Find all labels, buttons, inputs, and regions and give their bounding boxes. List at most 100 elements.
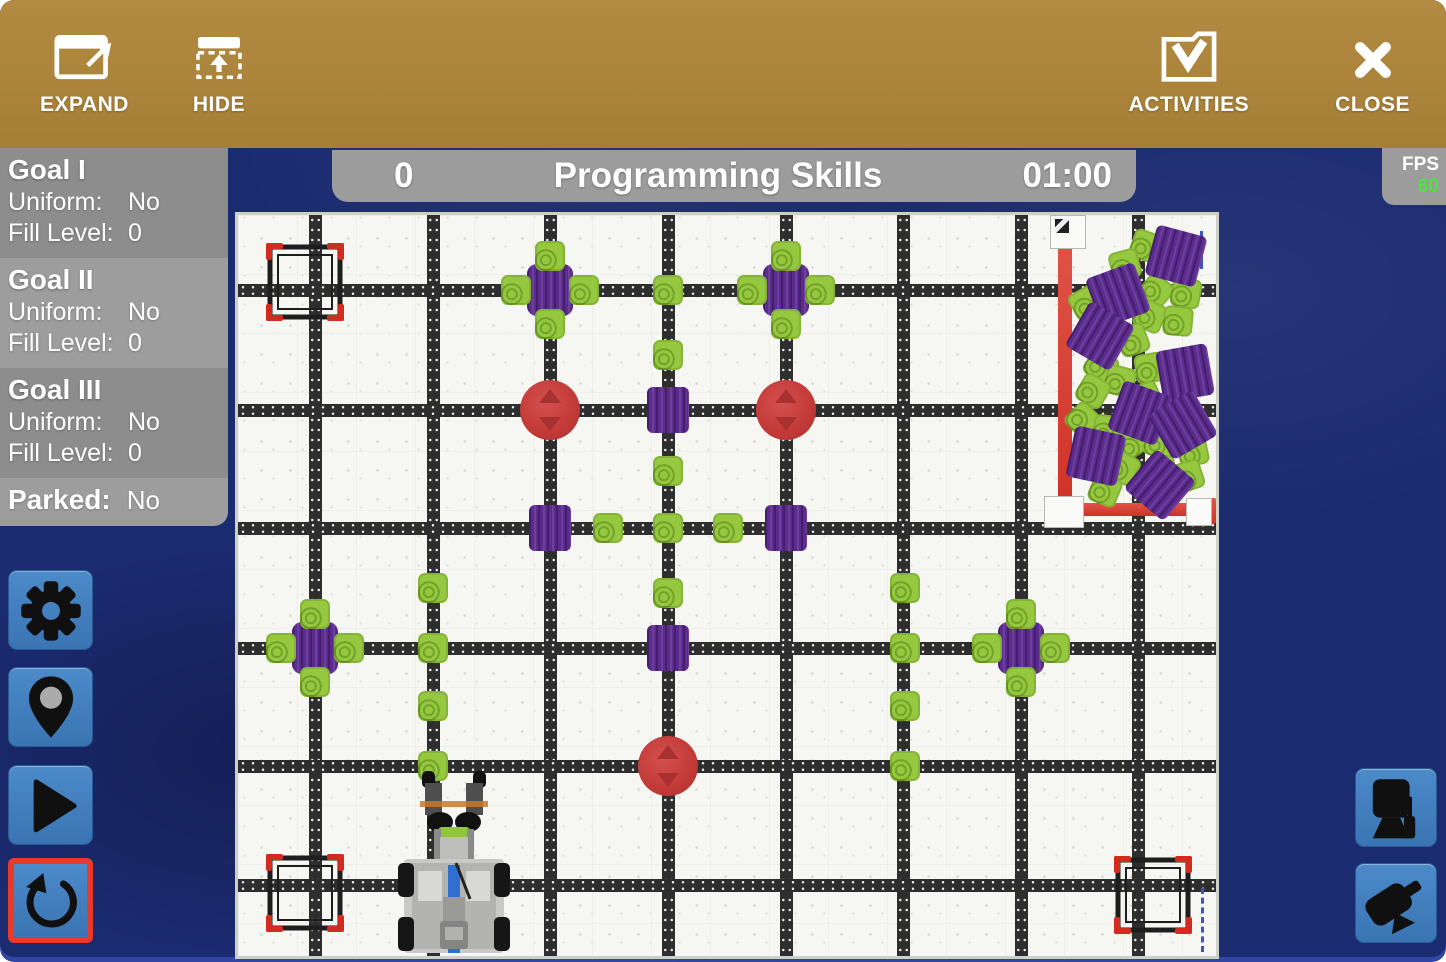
blue-field-mark	[1201, 888, 1207, 952]
boundary-connector	[1050, 215, 1086, 249]
hub-green-block	[535, 241, 565, 271]
red-ball	[638, 736, 698, 796]
camera-stand-icon	[1372, 778, 1416, 838]
gear-icon	[20, 581, 81, 641]
green-block	[713, 513, 743, 543]
goal-structure	[264, 241, 346, 323]
fps-value: 60	[1417, 175, 1439, 197]
field	[235, 212, 1219, 959]
expand-button[interactable]: EXPAND	[40, 31, 129, 117]
reset-button[interactable]	[8, 858, 93, 943]
play-icon	[33, 779, 77, 833]
green-block	[593, 513, 623, 543]
field-beam-horizontal	[238, 404, 1216, 417]
goal-status-panel: Goal I Uniform: No Fill Level: 0 Goal II…	[0, 148, 228, 526]
activities-icon	[1158, 31, 1220, 83]
score-value: 0	[394, 156, 414, 195]
green-block	[653, 456, 683, 486]
robot-top-view	[398, 771, 510, 953]
red-ball	[520, 380, 580, 440]
fill-level-label: Fill Level:	[8, 219, 114, 247]
field-beam-horizontal	[238, 760, 1216, 773]
goal-1-panel: Goal I Uniform: No Fill Level: 0	[0, 148, 228, 258]
field-beam-vertical	[309, 215, 322, 956]
purple-block	[647, 625, 689, 671]
hub-green-block	[300, 667, 330, 697]
hub-green-block	[501, 275, 531, 305]
reset-icon	[25, 872, 77, 927]
hide-button[interactable]: HIDE	[191, 31, 247, 117]
hub-green-block	[266, 633, 296, 663]
goal-3-uniform-value: No	[128, 408, 160, 436]
hub-purple-block	[527, 264, 573, 316]
goal-3-title: Goal III	[8, 374, 102, 405]
parked-panel: Parked: No	[0, 478, 228, 526]
red-boundary-beam	[1064, 503, 1200, 516]
hub-green-block	[1006, 667, 1036, 697]
activities-label: ACTIVITIES	[1128, 93, 1250, 116]
goal-1-title: Goal I	[8, 154, 86, 185]
fps-label: FPS	[1402, 154, 1439, 175]
purple-block	[765, 505, 807, 551]
hub-purple-block	[763, 264, 809, 316]
parked-value: No	[126, 485, 160, 515]
parked-label: Parked:	[8, 484, 111, 515]
goal-2-uniform-value: No	[128, 298, 160, 326]
hub-green-block	[1040, 633, 1070, 663]
settings-button[interactable]	[8, 570, 93, 650]
goal-2-title: Goal II	[8, 264, 94, 295]
uniform-label: Uniform:	[8, 298, 103, 326]
green-block	[890, 751, 920, 781]
goal-structure	[1112, 854, 1194, 936]
purple-block	[529, 505, 571, 551]
red-ball	[756, 380, 816, 440]
green-block	[890, 633, 920, 663]
goal-3-panel: Goal III Uniform: No Fill Level: 0	[0, 368, 228, 478]
boundary-connector	[1044, 496, 1084, 528]
close-icon	[1350, 31, 1396, 83]
uniform-label: Uniform:	[8, 188, 103, 216]
toolbar: EXPAND HIDE	[0, 0, 1446, 148]
green-block	[1161, 304, 1195, 338]
expand-label: EXPAND	[40, 93, 129, 116]
hub-green-block	[771, 309, 801, 339]
green-block	[653, 578, 683, 608]
purple-block	[1065, 425, 1127, 487]
field-beam-horizontal	[238, 879, 1216, 892]
hub-purple-block	[998, 622, 1044, 674]
hub-green-block	[1006, 599, 1036, 629]
goal-structure	[264, 852, 346, 934]
green-block	[890, 691, 920, 721]
camera-follow-view-button[interactable]	[1355, 863, 1437, 943]
video-camera-icon	[1365, 880, 1422, 935]
activities-button[interactable]: ACTIVITIES	[1129, 31, 1250, 117]
purple-block	[647, 387, 689, 433]
uniform-label: Uniform:	[8, 408, 103, 436]
expand-icon	[54, 31, 114, 83]
play-button[interactable]	[8, 765, 93, 845]
hub-green-block	[737, 275, 767, 305]
close-label: CLOSE	[1335, 93, 1410, 116]
hub-purple-block	[292, 622, 338, 674]
hub-green-block	[300, 599, 330, 629]
hub-green-block	[805, 275, 835, 305]
hide-icon	[191, 31, 247, 83]
field-surface	[238, 215, 1216, 956]
map-pin-icon	[28, 676, 73, 738]
green-block	[890, 573, 920, 603]
close-button[interactable]: CLOSE	[1335, 31, 1410, 117]
green-block	[418, 633, 448, 663]
hub-green-block	[569, 275, 599, 305]
position-button[interactable]	[8, 667, 93, 747]
goal-3-fill-value: 0	[128, 439, 142, 467]
green-block	[653, 340, 683, 370]
goal-2-fill-value: 0	[128, 329, 142, 357]
camera-top-view-button[interactable]	[1355, 768, 1437, 847]
fill-level-label: Fill Level:	[8, 329, 114, 357]
green-block	[653, 513, 683, 543]
field-beam-horizontal	[238, 284, 1216, 297]
green-block	[418, 573, 448, 603]
hide-label: HIDE	[192, 93, 246, 116]
field-beam-horizontal	[238, 642, 1216, 655]
